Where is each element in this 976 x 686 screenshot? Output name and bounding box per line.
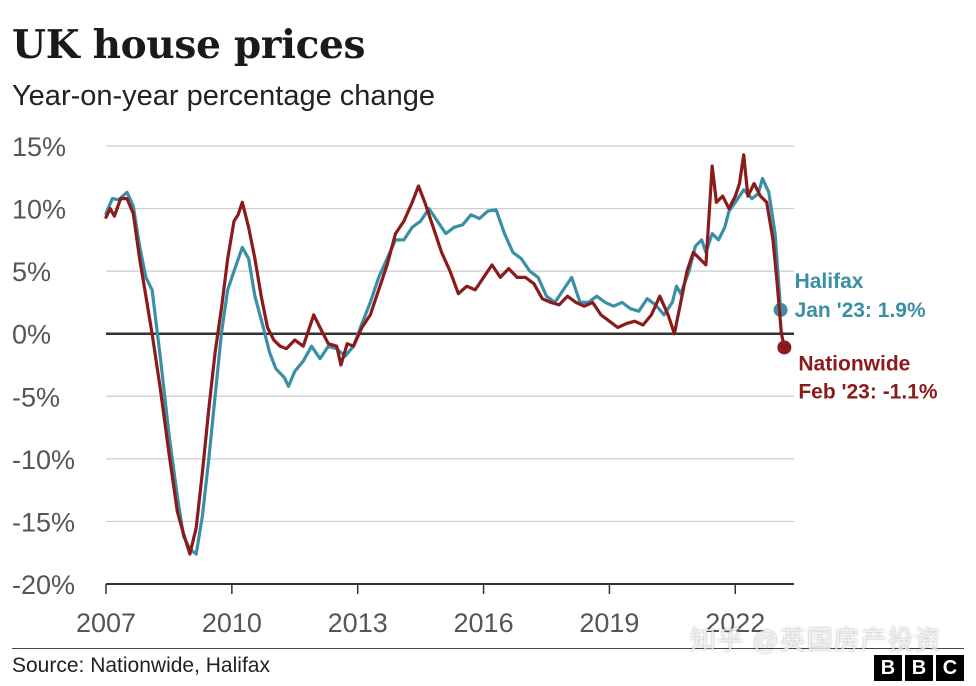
y-tick-label: 0%	[12, 320, 51, 350]
end-label-name-halifax: Halifax	[795, 270, 864, 293]
x-tick-label: 2007	[76, 608, 136, 638]
bbc-logo-letter-2: B	[905, 655, 933, 681]
series-line-nationwide	[104, 153, 786, 556]
watermark: 知乎 @英国房产投资	[690, 625, 942, 655]
x-tick-label: 2022	[705, 608, 765, 638]
end-label-value-nationwide: Feb '23: -1.1%	[798, 380, 938, 403]
chart-title: UK house prices	[12, 22, 366, 68]
y-tick-label: -5%	[12, 382, 60, 412]
x-axis-tick-labels: 2007 2010 2013 2016 2019 2022	[76, 584, 765, 638]
x-tick-label: 2019	[579, 608, 639, 638]
y-tick-label: -20%	[12, 570, 75, 600]
y-tick-label: -10%	[12, 445, 75, 475]
end-label-value-halifax: Jan '23: 1.9%	[795, 299, 926, 322]
x-tick-label: 2016	[454, 608, 514, 638]
y-tick-label: 10%	[12, 195, 66, 225]
y-tick-label: 5%	[12, 257, 51, 287]
series-line-halifax	[104, 176, 783, 556]
end-labels: Halifax Jan '23: 1.9% Nationwide Feb '23: -…	[795, 270, 938, 404]
bbc-logo-letter-3: C	[936, 655, 964, 681]
x-tick-label: 2013	[328, 608, 388, 638]
end-label-name-nationwide: Nationwide	[798, 352, 910, 375]
y-tick-label: 15%	[12, 132, 66, 162]
footer-divider	[12, 648, 964, 649]
series-lines	[104, 153, 792, 556]
gridlines	[106, 145, 794, 585]
chart-subtitle: Year-on-year percentage change	[12, 80, 435, 112]
y-tick-label: -15%	[12, 507, 75, 537]
x-tick-label: 2010	[202, 608, 262, 638]
bbc-logo-letter-1: B	[874, 655, 902, 681]
source-note: Source: Nationwide, Halifax	[12, 654, 270, 677]
bbc-logo: B B C	[874, 655, 964, 681]
end-point-nationwide	[777, 340, 792, 355]
y-axis-tick-labels: 15% 10% 5% 0% -5% -10% -15% -20%	[12, 132, 75, 600]
